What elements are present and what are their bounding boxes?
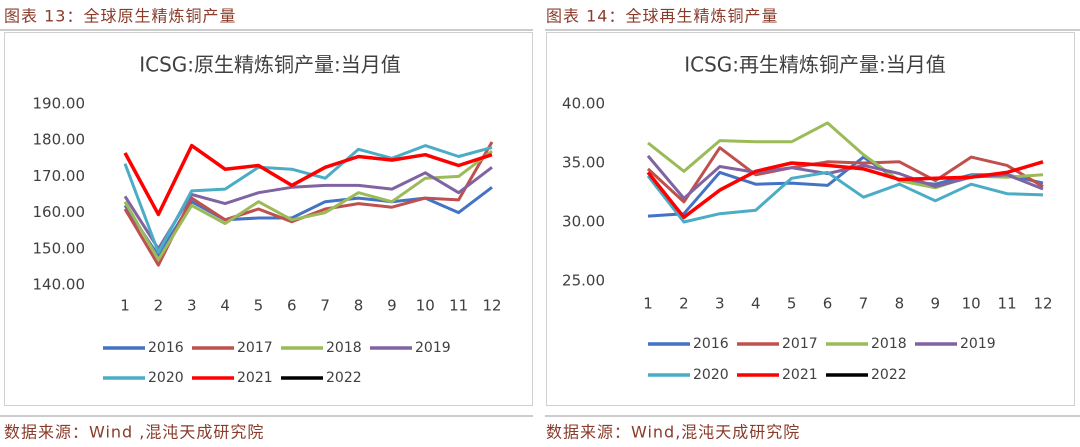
series-line [646, 160, 1044, 220]
legend-label: 2022 [326, 370, 362, 386]
x-tick-label: 8 [354, 297, 364, 315]
legend-label: 2019 [415, 340, 451, 356]
figure-caption: 图表 13：全球原生精炼铜产量 [4, 7, 236, 26]
legend-label: 2020 [148, 370, 184, 386]
y-tick-label: 30.00 [562, 213, 605, 231]
x-tick-label: 10 [962, 295, 981, 313]
legend-label: 2017 [782, 336, 818, 352]
x-tick-label: 3 [715, 295, 725, 313]
series-line [123, 144, 493, 254]
legend-label: 2021 [782, 367, 818, 383]
legend-label: 2020 [693, 367, 729, 383]
source-note: 数据来源：Wind,混沌天成研究院 [546, 423, 800, 442]
series-line [123, 143, 493, 217]
x-tick-label: 11 [998, 295, 1017, 313]
x-tick-label: 2 [679, 295, 689, 313]
x-tick-label: 7 [859, 295, 869, 313]
figure-caption: 图表 14：全球再生精炼铜产量 [546, 7, 778, 26]
y-tick-label: 190.00 [33, 95, 86, 113]
x-tick-label: 11 [449, 297, 468, 315]
x-tick-label: 6 [287, 297, 297, 315]
x-tick-label: 9 [387, 297, 397, 315]
x-tick-label: 5 [787, 295, 797, 313]
y-tick-label: 150.00 [33, 239, 86, 257]
chart-title: ICSG:原生精炼铜产量:当月值 [139, 53, 401, 77]
y-tick-label: 25.00 [562, 272, 605, 290]
chart-frame [546, 32, 1075, 406]
chart-title: ICSG:再生精炼铜产量:当月值 [684, 53, 946, 77]
legend-label: 2016 [148, 340, 184, 356]
y-tick-label: 40.00 [562, 95, 605, 113]
y-tick-label: 180.00 [33, 131, 86, 149]
source-note: 数据来源：Wind ,混沌天成研究院 [4, 423, 264, 442]
x-tick-label: 4 [220, 297, 230, 315]
x-tick-label: 2 [154, 297, 164, 315]
series-line [646, 170, 1044, 224]
x-tick-label: 1 [120, 297, 130, 315]
legend-label: 2018 [871, 336, 907, 352]
x-tick-label: 8 [895, 295, 905, 313]
x-tick-label: 6 [823, 295, 833, 313]
x-tick-label: 12 [482, 297, 501, 315]
legend-label: 2022 [871, 367, 907, 383]
y-tick-label: 140.00 [33, 276, 86, 294]
y-tick-label: 170.00 [33, 167, 86, 185]
legend-label: 2018 [326, 340, 362, 356]
x-tick-label: 9 [930, 295, 940, 313]
y-tick-label: 35.00 [562, 154, 605, 172]
legend-label: 2017 [237, 340, 273, 356]
x-tick-label: 5 [254, 297, 264, 315]
x-tick-label: 7 [320, 297, 330, 315]
series-line [123, 149, 493, 262]
series-line [646, 146, 1044, 204]
legend-label: 2016 [693, 336, 729, 352]
x-tick-label: 12 [1033, 295, 1052, 313]
x-tick-label: 3 [187, 297, 197, 315]
chart-frame [4, 32, 533, 406]
legend-label: 2019 [960, 336, 996, 352]
x-tick-label: 1 [643, 295, 653, 313]
x-tick-label: 10 [416, 297, 435, 315]
x-tick-label: 4 [751, 295, 761, 313]
y-tick-label: 160.00 [33, 203, 86, 221]
series-line [123, 166, 493, 251]
legend-label: 2021 [237, 370, 273, 386]
